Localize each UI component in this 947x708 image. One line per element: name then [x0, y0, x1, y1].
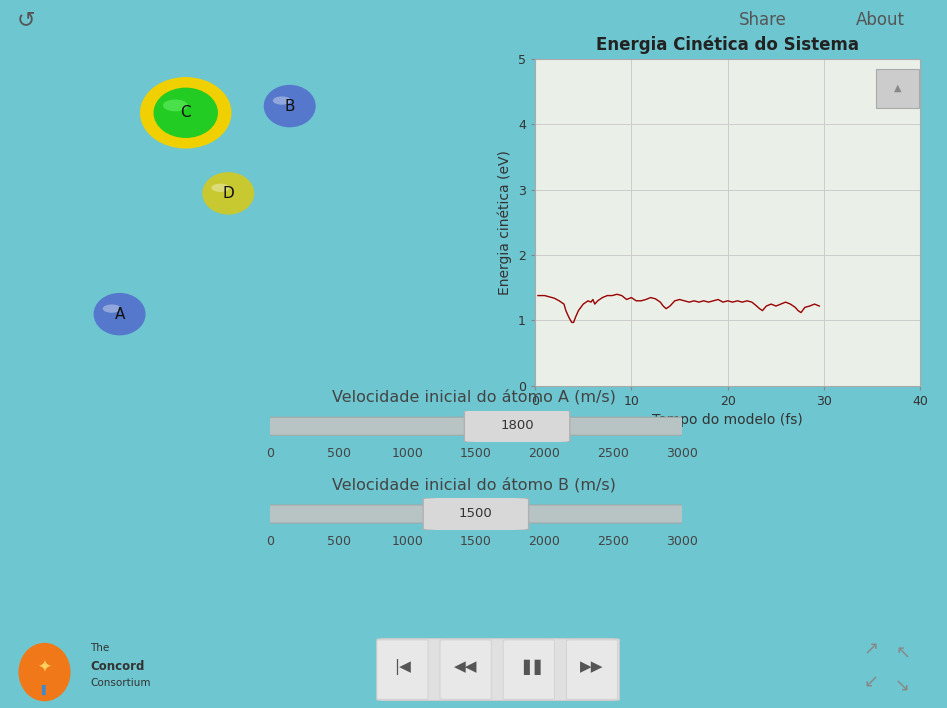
Y-axis label: Energia cinética (eV): Energia cinética (eV) — [498, 150, 512, 295]
Text: 2000: 2000 — [528, 535, 561, 548]
Text: A: A — [115, 307, 125, 321]
Text: C: C — [181, 105, 191, 120]
Text: The: The — [90, 643, 109, 653]
X-axis label: Tempo do modelo (fs): Tempo do modelo (fs) — [652, 413, 803, 428]
Ellipse shape — [94, 293, 146, 336]
Text: 0: 0 — [266, 447, 274, 460]
Text: |◀: |◀ — [394, 659, 411, 675]
Ellipse shape — [263, 85, 315, 127]
Text: 2000: 2000 — [528, 447, 561, 460]
Text: 1500: 1500 — [459, 507, 492, 520]
Text: ▐▐: ▐▐ — [517, 659, 541, 675]
FancyBboxPatch shape — [258, 417, 694, 435]
Text: ▶▶: ▶▶ — [581, 660, 603, 675]
Text: 1000: 1000 — [391, 447, 423, 460]
FancyBboxPatch shape — [876, 69, 919, 108]
Text: 0: 0 — [266, 535, 274, 548]
Ellipse shape — [19, 643, 70, 702]
Ellipse shape — [163, 100, 188, 111]
FancyBboxPatch shape — [464, 409, 570, 443]
FancyBboxPatch shape — [377, 640, 428, 700]
Text: ✦: ✦ — [38, 659, 51, 677]
FancyBboxPatch shape — [377, 639, 619, 700]
Ellipse shape — [211, 183, 229, 192]
Text: Concord: Concord — [90, 660, 144, 673]
FancyBboxPatch shape — [566, 640, 617, 700]
Text: Velocidade inicial do átomo A (m/s): Velocidade inicial do átomo A (m/s) — [331, 389, 616, 405]
Ellipse shape — [140, 77, 231, 149]
Text: D: D — [223, 185, 234, 201]
Text: Share: Share — [739, 11, 786, 29]
FancyBboxPatch shape — [423, 497, 528, 531]
Text: 2500: 2500 — [598, 447, 629, 460]
Ellipse shape — [102, 304, 121, 313]
Text: 1000: 1000 — [391, 535, 423, 548]
Text: Consortium: Consortium — [90, 678, 151, 688]
Text: 2500: 2500 — [598, 535, 629, 548]
Text: ↗: ↗ — [864, 641, 879, 658]
Text: About: About — [856, 11, 905, 29]
Text: 500: 500 — [327, 535, 350, 548]
FancyBboxPatch shape — [258, 505, 694, 523]
Ellipse shape — [203, 172, 254, 215]
Text: ▲: ▲ — [894, 84, 902, 93]
Text: ↙: ↙ — [864, 674, 879, 692]
Text: 1500: 1500 — [460, 447, 491, 460]
Text: ↙: ↙ — [893, 675, 912, 690]
Text: 1800: 1800 — [500, 419, 534, 432]
Text: 3000: 3000 — [666, 535, 698, 548]
Ellipse shape — [153, 88, 218, 138]
Text: ◀◀: ◀◀ — [454, 660, 477, 675]
Text: ▌: ▌ — [41, 685, 48, 695]
Text: 500: 500 — [327, 447, 350, 460]
Text: ↺: ↺ — [17, 10, 36, 30]
Ellipse shape — [273, 96, 291, 105]
Text: ↗: ↗ — [893, 642, 912, 657]
Title: Energia Cinética do Sistema: Energia Cinética do Sistema — [597, 36, 859, 55]
Text: B: B — [284, 98, 295, 113]
FancyBboxPatch shape — [503, 640, 554, 700]
FancyBboxPatch shape — [0, 624, 947, 639]
Text: 1500: 1500 — [460, 535, 491, 548]
FancyBboxPatch shape — [440, 640, 491, 700]
Text: 3000: 3000 — [666, 447, 698, 460]
Text: Velocidade inicial do átomo B (m/s): Velocidade inicial do átomo B (m/s) — [331, 477, 616, 493]
